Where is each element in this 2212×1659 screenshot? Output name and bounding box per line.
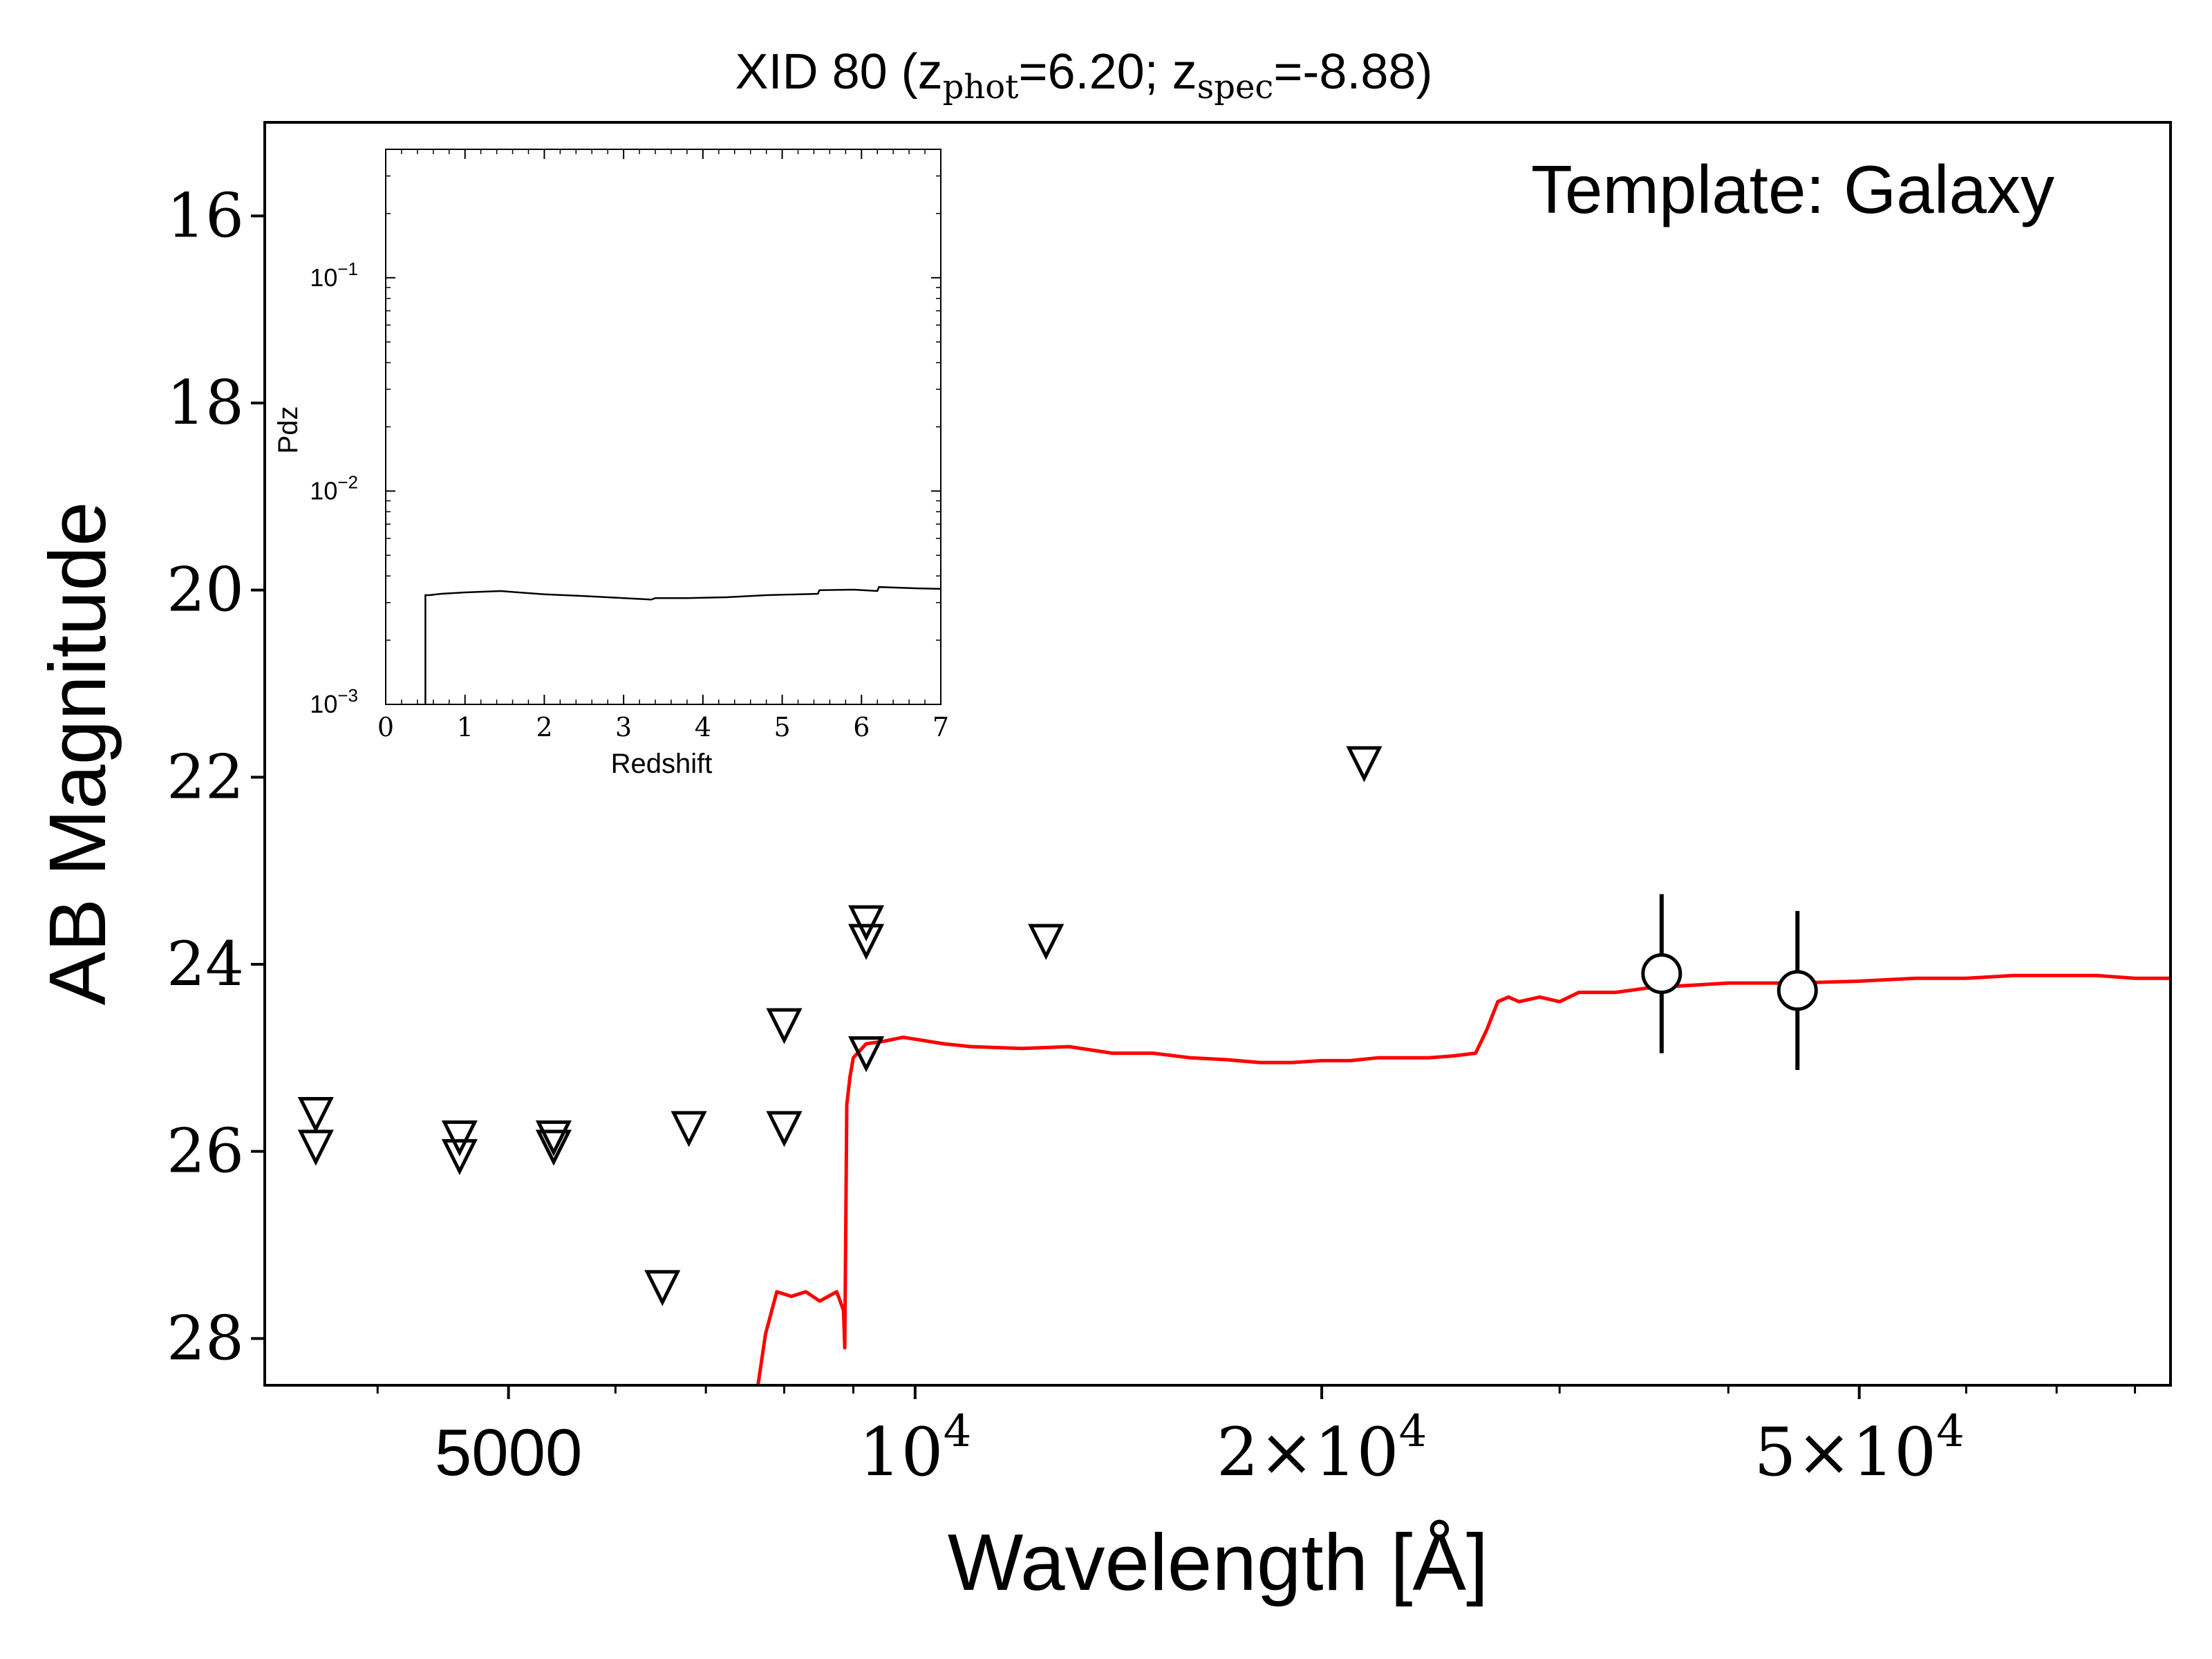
upper-limit-marker: [535, 1130, 572, 1166]
y-tick-label: 22: [167, 741, 244, 812]
template-annotation: Template: Galaxy: [1531, 151, 2054, 227]
inset-x-tick-label: 5: [774, 712, 790, 742]
upper-limit-marker: [441, 1120, 478, 1156]
y-tick-label: 16: [167, 180, 244, 251]
pdz-line: [424, 585, 941, 704]
upper-limit-marker: [848, 905, 885, 941]
upper-limit-marker: [441, 1138, 478, 1176]
y-tick-label: 26: [167, 1116, 244, 1187]
upper-limit-marker: [848, 924, 885, 960]
template-spectrum: [756, 973, 2171, 1385]
main-x-axis-label: Wavelength [Å]: [948, 1517, 1488, 1607]
inset-background: [386, 149, 941, 704]
title-prefix: XID 80 (z: [735, 44, 943, 100]
y-tick-label: 18: [167, 367, 244, 438]
detection-marker: [1777, 970, 1818, 1011]
x-tick-label: 104: [859, 1406, 971, 1491]
inset-x-tick-label: 6: [853, 712, 870, 742]
upper-limit-marker: [1028, 924, 1065, 960]
x-tick-label: 5×104: [1754, 1406, 1964, 1491]
y-tick-label: 24: [167, 928, 244, 1000]
upper-limit-marker: [297, 1097, 334, 1134]
upper-limit-marker: [1346, 746, 1382, 782]
inset-x-axis-label: Redshift: [611, 749, 713, 779]
inset-x-tick-label: 3: [615, 712, 632, 742]
title-sub-spec: spec: [1197, 68, 1274, 106]
inset-y-axis-label: Pdz: [273, 406, 303, 454]
main-y-axis: 16 18 20 22 24 26 28: [167, 180, 265, 1374]
detection-marker: [1641, 953, 1683, 995]
photometry-points: [297, 746, 1818, 1306]
upper-limit-marker: [671, 1111, 707, 1147]
inset-x-tick-label: 2: [536, 712, 552, 742]
inset-x-tick-label: 4: [695, 712, 711, 742]
y-tick-label: 28: [167, 1302, 244, 1374]
inset-x-axis: 0 1 2 3 4 5 6 7: [377, 149, 949, 742]
upper-limit-marker: [644, 1270, 681, 1306]
upper-limit-marker: [766, 1008, 803, 1044]
inset-x-tick-label: 7: [932, 712, 949, 742]
main-y-axis-label: AB Magnitude: [32, 502, 122, 1006]
upper-limit-marker: [535, 1120, 572, 1156]
y-tick-label: 20: [167, 554, 244, 626]
title-mid: =6.20; z: [1018, 44, 1197, 100]
inset-x-tick-label: 0: [377, 712, 394, 742]
chart-title: XID 80 (zphot=6.20; zspec=-8.88): [735, 44, 1433, 106]
x-tick-label: 2×104: [1217, 1406, 1427, 1491]
inset-y-tick-label: 10−3: [310, 685, 358, 718]
inset-y-axis: 10−1 10−2 10−3: [310, 175, 941, 718]
inset-y-tick-label: 10−1: [310, 259, 358, 292]
upper-limit-marker: [297, 1130, 334, 1166]
inset-y-tick-label: 10−2: [310, 471, 358, 505]
main-plot-frame: [263, 121, 2172, 1387]
title-suffix: =-8.88): [1273, 44, 1432, 100]
title-sub-phot: phot: [943, 68, 1019, 106]
inset-x-tick-label: 1: [457, 712, 474, 742]
x-tick-label: 5000: [435, 1416, 583, 1490]
inset-pdz-curve: [424, 585, 941, 704]
main-x-axis: 5000 104 2×104 5×104: [376, 1385, 2137, 1491]
upper-limit-marker: [766, 1111, 803, 1147]
upper-limit-marker: [848, 1036, 885, 1073]
template-line: [756, 973, 2171, 1385]
